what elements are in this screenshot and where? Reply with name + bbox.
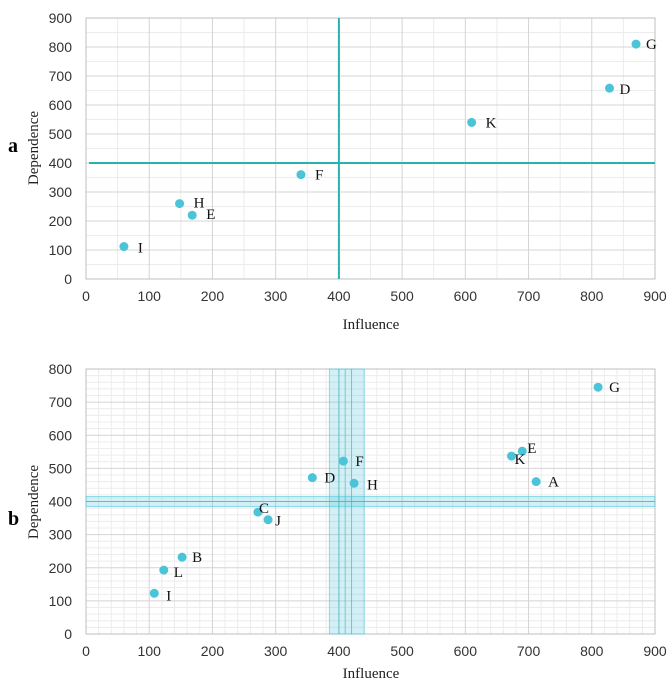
panel-b-point-label-d: D [324, 471, 335, 487]
panel-a-x-tick-label: 100 [138, 288, 162, 304]
panel-a-x-tick-label: 800 [580, 288, 604, 304]
panel-b-y-tick-label: 400 [49, 494, 73, 510]
panel-a-plot-frame [85, 17, 656, 280]
panel-a-point-g [631, 39, 641, 49]
panel-b-point-label-h: H [367, 477, 378, 493]
panel-a-x-tick-label: 400 [327, 288, 351, 304]
panel-b-x-tick-label: 800 [580, 643, 604, 659]
panel-b-scatter-chart: 0 100 200 300 400 500 600 700 800 900 0 100 200 300 40… [8, 361, 667, 682]
panel-a-y-tick-label: 100 [49, 242, 73, 258]
panel-b-point-g [593, 382, 603, 392]
panel-a-y-tick-label: 0 [64, 271, 72, 287]
panel-b-x-tick-label: 100 [138, 643, 162, 659]
panel-b-x-tick-label: 900 [643, 643, 667, 659]
panel-b-point-f [338, 456, 348, 466]
panel-b-point-h [349, 478, 359, 488]
panel-b-point-label-c: C [259, 501, 269, 517]
panel-b-point-e [517, 446, 527, 456]
panel-a-point-label-h: H [194, 196, 205, 212]
panel-a-point-label-d: D [619, 82, 630, 98]
panel-b-y-axis-title: Dependence [26, 465, 42, 539]
panel-a-point-e [187, 210, 197, 220]
panel-b-x-tick-label: 700 [517, 643, 541, 659]
panel-b-point-i [149, 588, 159, 598]
panel-a-x-tick-label: 600 [454, 288, 478, 304]
panel-b-x-tick-label: 500 [390, 643, 414, 659]
panel-a-x-tick-label: 200 [201, 288, 225, 304]
panel-b-point-label-a: A [548, 475, 559, 491]
panel-b-x-tick-label: 300 [264, 643, 288, 659]
panel-a-x-tick-label: 0 [82, 288, 90, 304]
panel-a-y-tick-label: 200 [49, 213, 73, 229]
panel-b-point-label-f: F [355, 454, 363, 470]
panel-b-y-tick-label: 800 [49, 361, 73, 377]
panel-a-point-d [604, 83, 614, 93]
panel-b-point-label-k: K [514, 452, 525, 468]
panel-b-point-label-e: E [527, 441, 536, 457]
panel-a-y-tick-label: 300 [49, 184, 73, 200]
panel-a-point-h [175, 199, 185, 209]
panel-b-y-tick-label: 500 [49, 460, 73, 476]
panel-b-y-tick-label: 300 [49, 527, 73, 543]
panel-a-y-axis-title: Dependence [26, 111, 42, 185]
panel-a-x-tick-label: 500 [390, 288, 414, 304]
panel-b-point-label-g: G [609, 380, 620, 396]
panel-b-point-c [253, 507, 263, 517]
panel-a-y-tick-label: 700 [49, 68, 73, 84]
panel-a-scatter-chart: 0 100 200 300 400 500 600 700 800 900 0 100 200 300 40… [8, 10, 667, 333]
panel-a-x-axis-title: Influence [343, 317, 400, 333]
panel-b-point-l [159, 565, 169, 575]
panel-a-point-k [467, 117, 477, 127]
panel-b-point-label-b: B [192, 550, 202, 566]
panel-a-point-label-g: G [646, 37, 657, 53]
panel-b-x-tick-label: 0 [82, 643, 90, 659]
panel-a-point-label-k: K [486, 115, 497, 131]
panel-a-x-tick-label: 300 [264, 288, 288, 304]
panel-b-x-tick-label: 600 [454, 643, 478, 659]
panel-b-point-label-i: I [166, 588, 171, 604]
panel-b-point-k [506, 451, 516, 461]
panel-b-x-axis-title: Influence [343, 666, 400, 682]
panel-a-point-f [296, 170, 306, 180]
panel-a-point-i [119, 242, 129, 252]
panel-a-point-label-i: I [138, 241, 143, 257]
panel-b-point-b [177, 552, 187, 562]
panel-b-point-label-l: L [174, 565, 183, 581]
panel-a-y-tick-label: 900 [49, 10, 73, 26]
panel-a-x-tick-label: 700 [517, 288, 541, 304]
panel-b-x-tick-label: 400 [327, 643, 351, 659]
panel-b-point-a [531, 477, 541, 487]
panel-a-letter: a [8, 135, 18, 157]
panel-b-y-tick-label: 0 [64, 626, 72, 642]
panel-a-point-label-e: E [206, 207, 215, 223]
panel-b-point-label-j: J [275, 514, 281, 530]
panel-b-y-tick-label: 200 [49, 560, 73, 576]
panel-b-x-tick-label: 200 [201, 643, 225, 659]
panel-b-y-tick-label: 100 [49, 593, 73, 609]
panel-b-y-tick-label: 600 [49, 427, 73, 443]
panel-a-point-label-f: F [315, 168, 323, 184]
panel-a-y-tick-label: 400 [49, 155, 73, 171]
panel-a-y-tick-label: 600 [49, 97, 73, 113]
panel-b-y-tick-label: 700 [49, 394, 73, 410]
panel-b-point-j [263, 515, 273, 525]
panel-b-letter: b [8, 508, 19, 530]
panel-a-y-tick-label: 800 [49, 39, 73, 55]
panel-b-point-d [307, 473, 317, 483]
panel-a-y-tick-label: 500 [49, 126, 73, 142]
panel-a-x-tick-label: 900 [643, 288, 667, 304]
